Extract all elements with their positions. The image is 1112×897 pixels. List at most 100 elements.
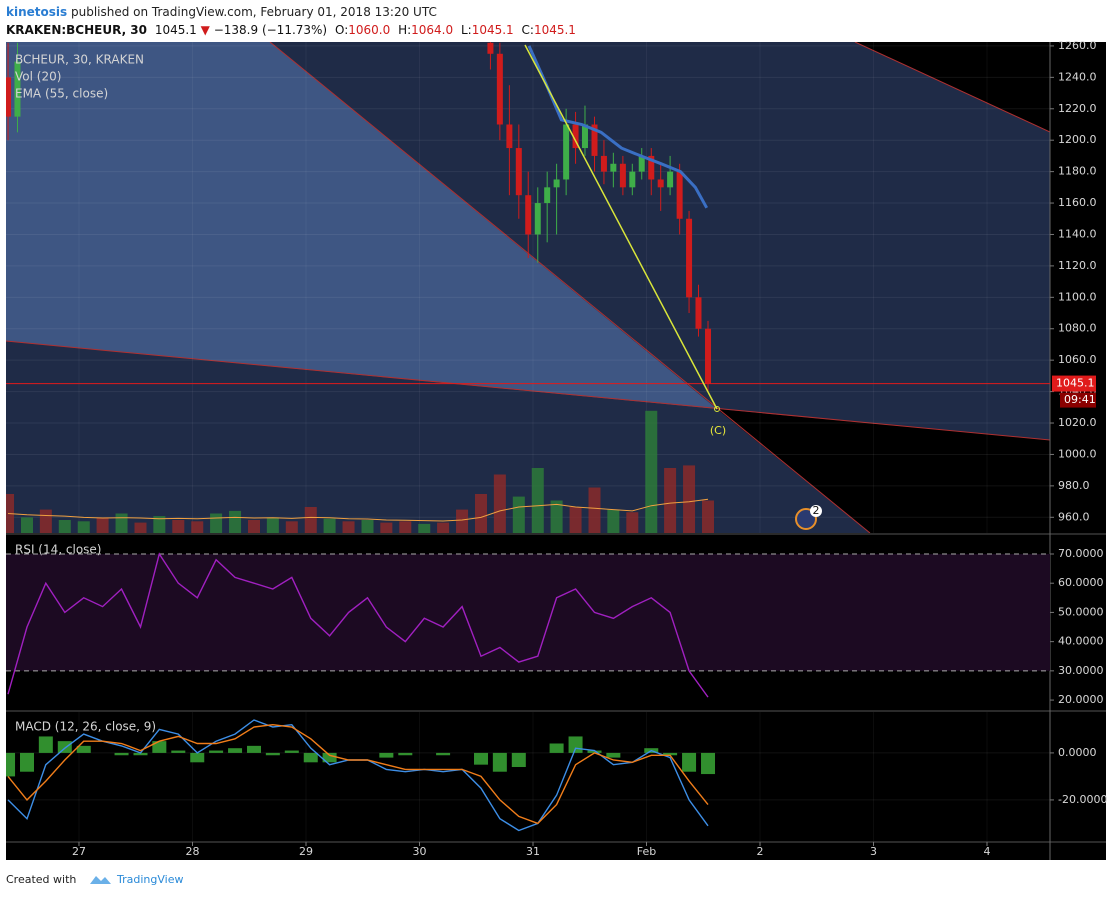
- candle-body: [648, 155, 655, 180]
- x-tick-label: 28: [185, 845, 199, 858]
- histogram-bar: [436, 752, 451, 756]
- y-tick-label: 70.0000: [1058, 547, 1104, 560]
- candle-body: [600, 155, 607, 172]
- y-tick-label: 1140.0: [1058, 227, 1097, 240]
- indicator-label: Vol (20): [15, 70, 61, 84]
- volume-bar: [323, 518, 336, 533]
- y-tick-label: 1200.0: [1058, 133, 1097, 146]
- candle-body: [629, 171, 636, 188]
- histogram-bar: [587, 750, 602, 753]
- y-tick-label: 30.0000: [1058, 664, 1104, 677]
- volume-bar: [607, 509, 620, 533]
- histogram-bar: [209, 750, 224, 753]
- footer-brand[interactable]: TradingView: [116, 873, 183, 886]
- x-tick-label: 31: [526, 845, 540, 858]
- candle-body: [657, 179, 664, 188]
- histogram-bar: [511, 752, 526, 768]
- rsi-pane: [6, 552, 1050, 698]
- histogram-bar: [228, 748, 243, 753]
- wave-point: [714, 406, 720, 412]
- price-pane: [6, 42, 1050, 533]
- open-label: O:: [335, 23, 348, 37]
- volume-bar: [626, 512, 639, 533]
- countdown-label: 09:41: [1064, 393, 1096, 406]
- histogram-bar: [663, 752, 678, 756]
- volume-bar: [380, 522, 393, 533]
- histogram-bar: [57, 741, 72, 753]
- histogram-bar: [76, 745, 91, 753]
- wave-line: [524, 44, 718, 410]
- histogram-bar: [568, 736, 583, 753]
- candle-body: [705, 328, 712, 384]
- volume-bar: [664, 468, 677, 533]
- candle-body: [563, 124, 570, 180]
- histogram-bar: [474, 752, 489, 765]
- published: published on TradingView.com, February 0…: [71, 5, 437, 19]
- pane-title: RSI (14, close): [15, 543, 101, 557]
- histogram-bar: [247, 745, 262, 753]
- candle-body: [638, 155, 645, 172]
- y-tick-label: 1160.0: [1058, 196, 1097, 209]
- y-tick-label: 1020.0: [1058, 416, 1097, 429]
- y-tick-label: 20.0000: [1058, 693, 1104, 706]
- candle-body: [553, 179, 560, 188]
- volume-ma: [7, 498, 709, 522]
- candle-body: [496, 53, 503, 125]
- y-tick-label: 1240.0: [1058, 70, 1097, 83]
- author[interactable]: kinetosis: [6, 5, 67, 19]
- ema-line: [527, 45, 709, 209]
- high: 1064.0: [411, 23, 453, 37]
- volume-bar: [77, 521, 90, 533]
- x-tick-label: 3: [870, 845, 877, 858]
- volume-bar: [96, 517, 109, 533]
- y-tick-label: 960.0: [1058, 510, 1090, 523]
- histogram-bar: [152, 741, 167, 753]
- wedge-fill: [6, 42, 717, 409]
- y-tick-label: 40.0000: [1058, 635, 1104, 648]
- histogram-bar: [6, 752, 16, 777]
- histogram-bar: [19, 752, 34, 772]
- wave-label: (C): [710, 424, 726, 437]
- volume-bar: [342, 521, 355, 533]
- pane-title: BCHEUR, 30, KRAKEN: [15, 53, 144, 67]
- volume-bar: [285, 521, 298, 533]
- candle-body: [581, 124, 588, 149]
- volume-bar: [39, 509, 52, 533]
- x-tick-label: 4: [984, 845, 991, 858]
- symbol: KRAKEN:BCHEUR, 30: [6, 23, 147, 37]
- y-tick-label: 1260.0: [1058, 39, 1097, 52]
- change: −138.9 (−11.73%): [214, 23, 327, 37]
- macd-pane-bg: [6, 712, 1050, 842]
- y-tick-label: 50.0000: [1058, 605, 1104, 618]
- y-tick-label: 980.0: [1058, 479, 1090, 492]
- x-tick-label: 2: [757, 845, 764, 858]
- histogram-bar: [133, 752, 148, 756]
- open: 1060.0: [348, 23, 390, 37]
- histogram-bar: [38, 736, 53, 753]
- histogram-bar: [171, 750, 186, 753]
- candle-body: [610, 163, 617, 172]
- y-tick-label: 1220.0: [1058, 102, 1097, 115]
- wedge-outside: [717, 409, 1050, 533]
- volume-bar: [153, 516, 166, 533]
- histogram-bar: [682, 752, 697, 772]
- overlay: (C) 2 27 28 29 30 31 Feb 2 3 4 960.0 980.0 1000.0 10…: [15, 39, 1107, 858]
- histogram-bar: [303, 752, 318, 763]
- volume-bar: [304, 507, 317, 533]
- y-tick-label: 0.0000: [1058, 746, 1097, 759]
- histogram-bar: [379, 752, 394, 758]
- volume-bar: [645, 410, 658, 533]
- volume-bar: [456, 509, 469, 533]
- candle-body: [619, 163, 626, 188]
- volume-bar: [702, 500, 715, 533]
- candle-body: [695, 297, 702, 329]
- macd-pane: [6, 712, 1050, 842]
- candle-body: [487, 42, 494, 54]
- pane-title: MACD (12, 26, close, 9): [15, 720, 156, 734]
- countdown-box: [1060, 392, 1096, 408]
- volume-bar: [266, 517, 279, 533]
- close-label: C:: [522, 23, 534, 37]
- volume-bar: [399, 521, 412, 533]
- candle-body: [525, 195, 532, 235]
